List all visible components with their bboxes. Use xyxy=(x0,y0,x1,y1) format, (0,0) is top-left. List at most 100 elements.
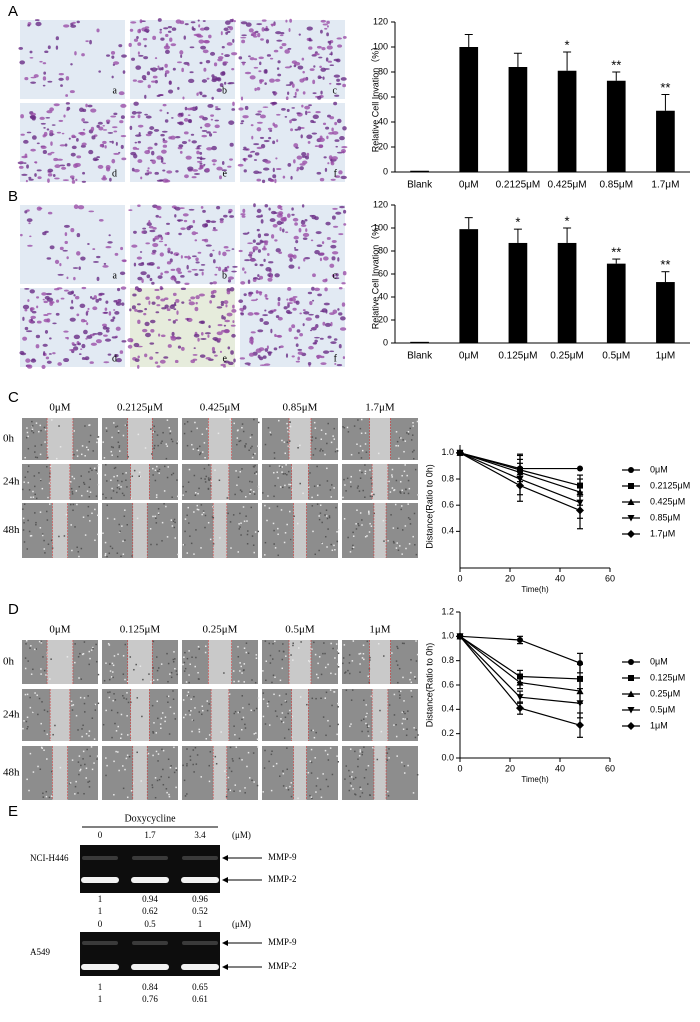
micrograph xyxy=(18,19,127,99)
cell xyxy=(302,77,308,81)
cell xyxy=(269,78,275,83)
texture xyxy=(402,711,405,713)
cell xyxy=(39,60,43,63)
texture xyxy=(285,655,287,657)
texture xyxy=(315,437,317,439)
cell xyxy=(80,318,86,323)
texture xyxy=(44,428,47,431)
texture xyxy=(241,759,243,761)
texture xyxy=(287,430,289,433)
y-tick-label: 20 xyxy=(378,314,388,324)
texture xyxy=(27,471,29,473)
cell xyxy=(200,337,207,340)
cell xyxy=(200,45,207,50)
texture xyxy=(365,715,367,718)
texture xyxy=(153,447,155,450)
cell xyxy=(301,204,305,208)
cell xyxy=(145,242,150,245)
texture xyxy=(315,697,317,700)
cell xyxy=(50,151,55,154)
cell xyxy=(332,207,338,210)
cell xyxy=(257,249,262,253)
texture xyxy=(399,690,402,693)
texture xyxy=(176,442,178,445)
cell xyxy=(145,115,152,119)
texture xyxy=(46,456,49,459)
texture xyxy=(157,753,160,755)
texture xyxy=(35,648,38,650)
texture xyxy=(299,482,301,485)
texture xyxy=(404,440,407,442)
texture xyxy=(324,697,327,699)
cell xyxy=(179,207,185,209)
texture xyxy=(39,511,42,513)
texture xyxy=(188,468,191,471)
texture xyxy=(24,667,27,670)
cell xyxy=(161,307,167,310)
texture xyxy=(116,491,118,494)
cell xyxy=(133,342,140,348)
texture xyxy=(312,729,314,732)
texture xyxy=(193,695,195,698)
texture xyxy=(244,792,246,794)
texture xyxy=(380,730,383,733)
texture xyxy=(277,477,279,479)
cell xyxy=(192,358,198,361)
texture xyxy=(72,704,75,706)
cell xyxy=(202,40,210,44)
cell xyxy=(170,268,176,271)
y-tick-label: 60 xyxy=(378,268,388,278)
cell xyxy=(312,79,316,85)
texture xyxy=(159,723,162,725)
texture xyxy=(81,653,84,656)
texture xyxy=(236,484,238,486)
cell xyxy=(35,21,42,27)
texture xyxy=(105,430,108,432)
texture xyxy=(112,699,114,702)
cell xyxy=(164,70,170,74)
cell xyxy=(333,58,339,62)
cell xyxy=(324,322,332,327)
texture xyxy=(337,702,339,705)
texture xyxy=(297,797,299,800)
texture xyxy=(292,659,294,661)
cell xyxy=(277,60,281,64)
cell xyxy=(211,346,216,352)
cell xyxy=(250,124,254,127)
texture xyxy=(166,536,169,538)
texture xyxy=(262,670,264,672)
cell xyxy=(173,207,177,210)
scratch-row-label: 0h xyxy=(3,656,15,668)
cell xyxy=(148,300,151,305)
texture xyxy=(133,668,135,671)
texture xyxy=(197,449,200,452)
texture xyxy=(188,710,190,712)
texture xyxy=(155,750,158,753)
texture xyxy=(313,736,316,739)
cell xyxy=(76,20,80,24)
cell xyxy=(261,247,267,251)
texture xyxy=(73,430,76,432)
texture xyxy=(168,793,170,796)
texture xyxy=(409,678,411,681)
texture xyxy=(136,517,139,520)
legend-label: 0.125μM xyxy=(650,672,685,682)
texture xyxy=(27,435,29,438)
cell xyxy=(28,222,31,225)
texture xyxy=(352,640,355,642)
cell xyxy=(105,246,112,249)
cell xyxy=(43,71,47,75)
texture xyxy=(400,508,402,511)
texture xyxy=(401,553,403,555)
cell xyxy=(121,302,125,306)
cell xyxy=(18,46,24,50)
x-axis-label: Time(h) xyxy=(521,775,549,784)
cell xyxy=(294,222,298,226)
cell xyxy=(273,308,277,312)
texture xyxy=(157,760,159,762)
cell xyxy=(180,255,183,259)
cell xyxy=(281,108,286,111)
cell xyxy=(314,249,320,255)
texture xyxy=(253,490,255,493)
texture xyxy=(130,497,132,499)
